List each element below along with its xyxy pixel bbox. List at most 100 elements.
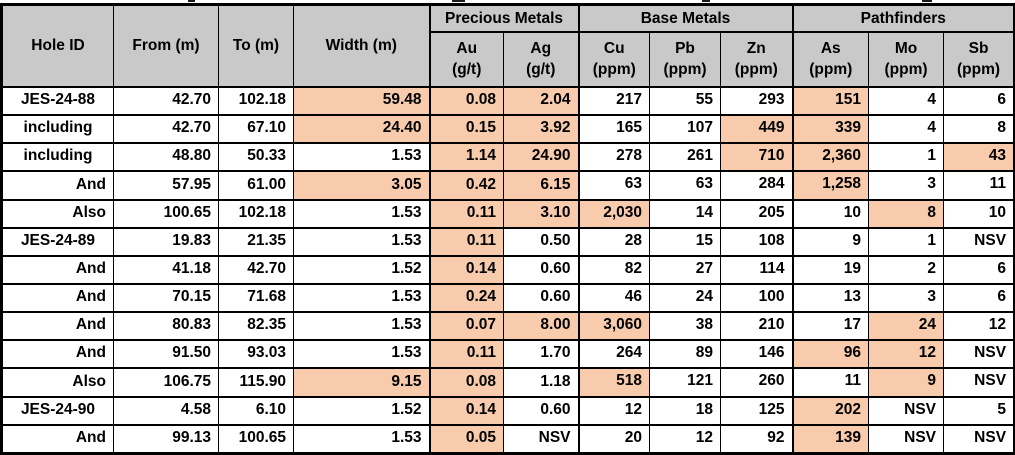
cell-pb: 121 — [649, 367, 721, 398]
cell-width: 1.53 — [293, 142, 430, 173]
table-row: JES-24-88 42.70 102.18 59.48 0.08 2.04 217 55 29… — [1, 85, 1015, 117]
element-unit: (ppm) — [734, 60, 778, 78]
cell-ag: 24.90 — [503, 142, 579, 173]
clipped-caption-sliver — [0, 0, 1015, 3]
cell-au: 1.14 — [428, 142, 504, 173]
cell-as: 9 — [791, 226, 870, 257]
cell-ag: 2.04 — [503, 85, 579, 117]
table-row: JES-24-89 19.83 21.35 1.53 0.11 0.50 28 15 108 9 1… — [1, 226, 1015, 257]
element-symbol: Ag — [530, 39, 552, 57]
cell-as: 11 — [791, 367, 870, 398]
cell-ag: 8.00 — [503, 311, 579, 342]
cell-as: 1,258 — [791, 170, 870, 201]
cell-hole: including — [1, 142, 114, 173]
cell-sb: 5 — [943, 395, 1015, 426]
cell-to: 102.18 — [218, 85, 294, 117]
table-row: JES-24-90 4.58 6.10 1.52 0.14 0.60 12 18 125 202 N… — [1, 395, 1015, 426]
cell-cu: 12 — [577, 395, 650, 426]
cell-from: 4.58 — [113, 395, 219, 426]
cell-pb: 107 — [649, 114, 721, 145]
cell-ag: 0.50 — [503, 226, 579, 257]
element-symbol: Pb — [675, 39, 695, 57]
cell-sb: 6 — [943, 282, 1015, 314]
element-symbol: Mo — [894, 39, 918, 57]
column-header-mo: Mo (ppm) — [868, 31, 945, 88]
cell-mo: 1 — [868, 226, 945, 257]
cell-pb: 63 — [649, 170, 721, 201]
cell-sb: 12 — [943, 311, 1015, 342]
cell-au: 0.11 — [428, 198, 504, 229]
cell-zn: 114 — [719, 254, 794, 285]
cell-hole: And — [1, 311, 114, 342]
column-header-to: To (m) — [218, 3, 294, 88]
cell-to: 115.90 — [218, 367, 294, 398]
cell-from: 80.83 — [113, 311, 219, 342]
cell-zn: 449 — [719, 114, 794, 145]
cell-to: 67.10 — [218, 114, 294, 145]
cell-cu: 20 — [577, 423, 650, 455]
cell-as: 139 — [791, 423, 870, 455]
cell-au: 0.08 — [428, 367, 504, 398]
cell-au: 0.14 — [428, 254, 504, 285]
cell-from: 42.70 — [113, 114, 219, 145]
element-unit: (ppm) — [663, 60, 707, 78]
cell-from: 100.65 — [113, 198, 219, 229]
cell-to: 42.70 — [218, 254, 294, 285]
cell-pb: 55 — [649, 85, 721, 117]
clipped-text-remnant — [922, 0, 932, 2]
cell-sb: 10 — [943, 198, 1015, 229]
cell-as: 17 — [791, 311, 870, 342]
cell-cu: 82 — [577, 254, 650, 285]
clipped-text-remnant — [702, 0, 710, 2]
cell-pb: 261 — [649, 142, 721, 173]
cell-ag: 6.15 — [503, 170, 579, 201]
cell-sb: NSV — [943, 339, 1015, 370]
cell-as: 202 — [791, 395, 870, 426]
cell-from: 99.13 — [113, 423, 219, 455]
cell-as: 96 — [791, 339, 870, 370]
cell-cu: 63 — [577, 170, 650, 201]
cell-from: 70.15 — [113, 282, 219, 314]
table-row: And 99.13 100.65 1.53 0.05 NSV 20 12 92 139 NSV NSV — [1, 423, 1015, 455]
table-row: And 41.18 42.70 1.52 0.14 0.60 82 27 114 19 2 6 — [1, 254, 1015, 285]
element-symbol: Au — [456, 39, 478, 57]
cell-sb: NSV — [943, 423, 1015, 455]
cell-to: 100.65 — [218, 423, 294, 455]
cell-zn: 293 — [719, 85, 794, 117]
element-symbol: Zn — [746, 39, 766, 57]
element-symbol: Sb — [968, 39, 989, 57]
cell-to: 102.18 — [218, 198, 294, 229]
column-header-hole-id: Hole ID — [1, 3, 114, 88]
table-row: including 48.80 50.33 1.53 1.14 24.90 278 261 71… — [1, 142, 1015, 173]
cell-sb: 11 — [943, 170, 1015, 201]
cell-width: 1.53 — [293, 339, 430, 370]
cell-zn: 710 — [719, 142, 794, 173]
table-row: And 57.95 61.00 3.05 0.42 6.15 63 63 284 1,258 3 11 — [1, 170, 1015, 201]
cell-to: 50.33 — [218, 142, 294, 173]
element-unit: (ppm) — [592, 60, 636, 78]
cell-mo: 3 — [868, 282, 945, 314]
cell-zn: 92 — [719, 423, 794, 455]
cell-au: 0.15 — [428, 114, 504, 145]
cell-cu: 46 — [577, 282, 650, 314]
cell-hole: And — [1, 254, 114, 285]
cell-hole: JES-24-90 — [1, 395, 114, 426]
cell-cu: 217 — [577, 85, 650, 117]
cell-hole: Also — [1, 198, 114, 229]
cell-ag: 0.60 — [503, 282, 579, 314]
cell-hole: JES-24-88 — [1, 85, 114, 117]
table-row: including 42.70 67.10 24.40 0.15 3.92 165 107 44… — [1, 114, 1015, 145]
cell-mo: 9 — [868, 367, 945, 398]
cell-as: 2,360 — [791, 142, 870, 173]
column-header-as: As (ppm) — [791, 31, 870, 88]
cell-mo: 4 — [868, 114, 945, 145]
cell-from: 57.95 — [113, 170, 219, 201]
cell-hole: And — [1, 339, 114, 370]
drill-assay-table: Hole ID From (m) To (m) Width (m) Precio… — [0, 3, 1015, 455]
cell-mo: 8 — [868, 198, 945, 229]
table-row: Also 100.65 102.18 1.53 0.11 3.10 2,030 14 205 10… — [1, 198, 1015, 229]
cell-sb: 8 — [943, 114, 1015, 145]
element-unit: (ppm) — [957, 60, 1001, 78]
cell-as: 13 — [791, 282, 870, 314]
cell-as: 151 — [791, 85, 870, 117]
